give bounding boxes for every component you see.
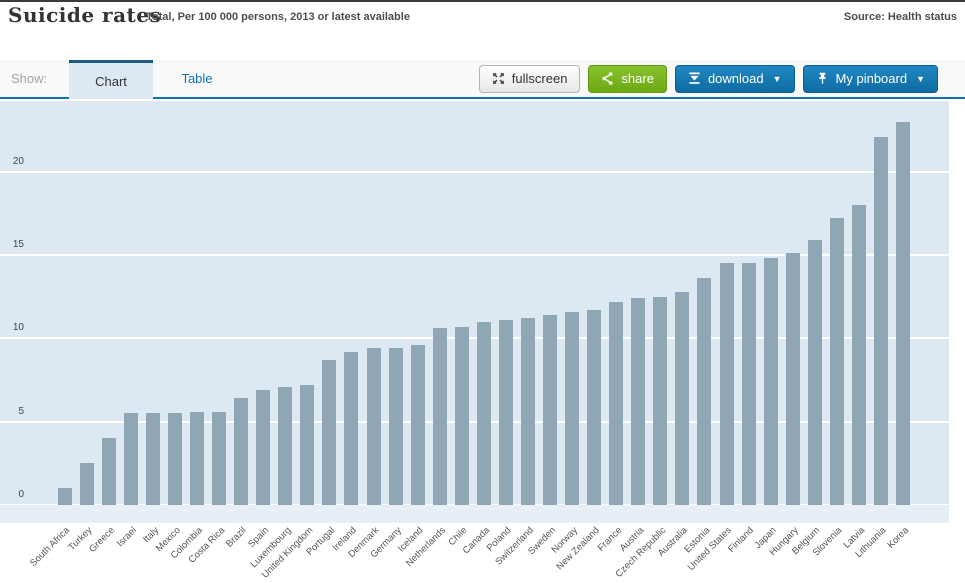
bar-canada[interactable] [476, 321, 491, 505]
bar-australia[interactable] [675, 291, 690, 505]
bar-italy[interactable] [145, 413, 160, 505]
bar-slovenia[interactable] [829, 218, 844, 505]
bar-brazil[interactable] [234, 398, 249, 505]
bar-korea[interactable] [895, 121, 910, 505]
pin-icon [816, 72, 829, 85]
bar-ireland[interactable] [344, 351, 359, 505]
bar-finland[interactable] [741, 263, 756, 505]
fullscreen-expand-icon [492, 72, 505, 85]
my-pinboard-button-label: My pinboard [835, 71, 908, 86]
y-axis-tick-label: 20 [12, 155, 24, 167]
x-axis-label: Israel [114, 525, 139, 550]
download-button-label: download [707, 71, 764, 86]
bar-turkey[interactable] [79, 463, 94, 505]
tab-chart-label: Chart [95, 73, 127, 89]
x-axis-label: Korea [885, 525, 911, 551]
bar-spain[interactable] [256, 390, 271, 505]
gridline [0, 254, 949, 257]
bar-south-africa[interactable] [57, 488, 72, 505]
bar-czech-republic[interactable] [653, 296, 668, 505]
share-icon [601, 72, 614, 85]
fullscreen-button-label: fullscreen [511, 71, 568, 86]
y-axis-tick-label: 5 [18, 405, 24, 417]
page-subtitle: Total, Per 100 000 persons, 2013 or late… [146, 11, 410, 23]
source-label: Source: Health status [843, 11, 957, 23]
download-icon [688, 72, 701, 85]
bar-chile[interactable] [454, 326, 469, 505]
tab-table[interactable]: Table [153, 60, 241, 97]
bar-denmark[interactable] [366, 348, 381, 505]
bar-israel[interactable] [123, 413, 138, 505]
bar-lithuania[interactable] [873, 136, 888, 505]
x-axis-label: Brazil [224, 525, 249, 550]
download-button[interactable]: download ▼ [674, 64, 795, 93]
fullscreen-button[interactable]: fullscreen [478, 64, 581, 93]
bar-latvia[interactable] [851, 205, 866, 505]
bar-iceland[interactable] [410, 345, 425, 505]
bar-sweden[interactable] [543, 315, 558, 505]
bar-hungary[interactable] [785, 253, 800, 505]
header: Suicide rates Total, Per 100 000 persons… [0, 2, 965, 58]
tab-table-label: Table [181, 71, 213, 86]
gridline [0, 337, 949, 340]
bar-greece[interactable] [101, 438, 116, 505]
bar-austria[interactable] [631, 298, 646, 505]
y-axis-tick-label: 0 [18, 489, 24, 500]
page-title: Suicide rates [8, 3, 162, 27]
chevron-down-icon: ▼ [916, 73, 925, 84]
gridline [0, 420, 949, 423]
share-button-label: share [621, 71, 654, 86]
share-button[interactable]: share [588, 64, 667, 93]
bar-costa-rica[interactable] [212, 411, 227, 505]
bar-chart-plot-area: 0 5 10 15 20 [0, 101, 949, 505]
toolbar: Show: Chart Table fullscreen [0, 60, 965, 99]
bar-germany[interactable] [388, 348, 403, 505]
bar-france[interactable] [609, 301, 624, 505]
chevron-down-icon: ▼ [772, 73, 782, 84]
bar-mexico[interactable] [168, 413, 182, 505]
bar-belgium[interactable] [807, 240, 822, 505]
bar-switzerland[interactable] [520, 318, 535, 505]
x-axis-label: France [595, 525, 624, 554]
gridline [0, 504, 949, 505]
bar-netherlands[interactable] [432, 328, 447, 505]
bar-luxembourg[interactable] [278, 386, 293, 505]
bar-portugal[interactable] [322, 360, 337, 505]
bar-japan[interactable] [763, 258, 778, 505]
my-pinboard-button[interactable]: My pinboard ▼ [802, 64, 938, 93]
tab-chart[interactable]: Chart [69, 60, 153, 99]
toolbar-buttons: fullscreen share [478, 60, 965, 97]
y-axis-tick-label: 10 [12, 322, 24, 334]
bar-norway[interactable] [565, 311, 580, 505]
gridline [0, 170, 949, 173]
bar-estonia[interactable] [697, 278, 712, 505]
x-axis-label: South Africa [28, 525, 73, 570]
bar-new-zealand[interactable] [587, 310, 602, 505]
show-label: Show: [11, 71, 48, 86]
bar-united-kingdom[interactable] [300, 385, 315, 505]
bar-united-states[interactable] [719, 263, 734, 505]
y-axis-tick-label: 15 [12, 239, 24, 251]
x-axis-band [0, 505, 949, 523]
bar-colombia[interactable] [190, 411, 205, 505]
bar-poland[interactable] [498, 320, 513, 505]
